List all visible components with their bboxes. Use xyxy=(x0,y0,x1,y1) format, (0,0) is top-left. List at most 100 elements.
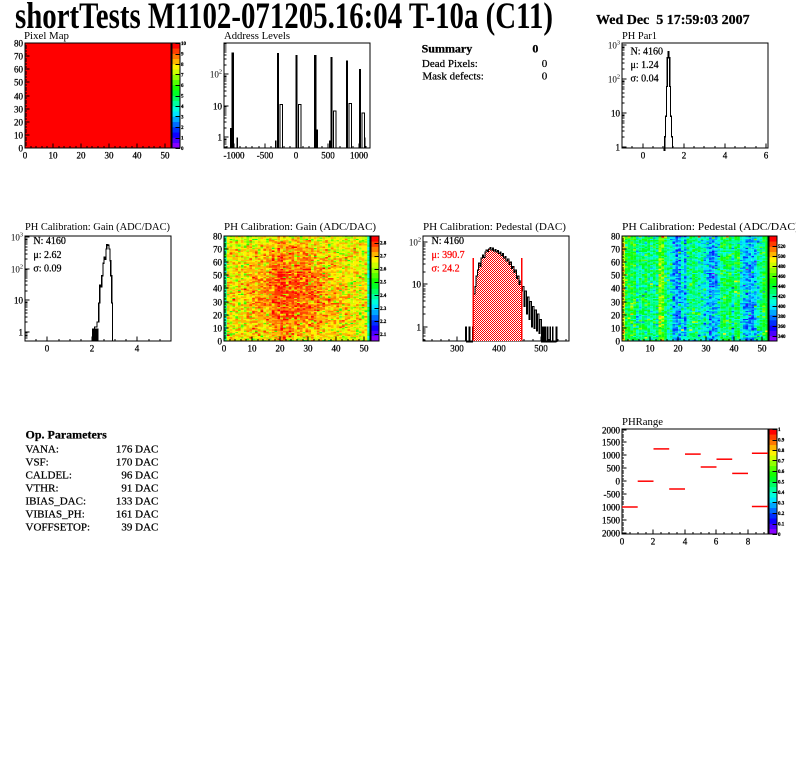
svg-text:2.5: 2.5 xyxy=(380,281,387,286)
svg-text:0.2: 0.2 xyxy=(778,512,785,517)
svg-text:176 DAC: 176 DAC xyxy=(116,444,158,456)
svg-text:2.1: 2.1 xyxy=(380,333,387,338)
svg-text:50: 50 xyxy=(213,271,223,281)
svg-text:PH Calibration: Gain (ADC/DAC): PH Calibration: Gain (ADC/DAC) xyxy=(25,222,170,233)
svg-text:1: 1 xyxy=(181,136,184,141)
svg-text:VANA:: VANA: xyxy=(26,444,59,456)
svg-text:70: 70 xyxy=(213,245,223,255)
svg-text:CALDEL:: CALDEL: xyxy=(26,470,72,482)
svg-text:500: 500 xyxy=(534,344,548,354)
svg-text:0: 0 xyxy=(620,344,625,354)
svg-text:VOFFSETOP:: VOFFSETOP: xyxy=(26,522,91,534)
svg-text:N: 4160: N: 4160 xyxy=(631,46,664,57)
svg-text:μ: 1.24: μ: 1.24 xyxy=(631,60,659,71)
svg-text:0: 0 xyxy=(532,42,538,56)
svg-text:30: 30 xyxy=(213,298,223,308)
svg-text:80: 80 xyxy=(213,232,223,242)
svg-text:96 DAC: 96 DAC xyxy=(121,470,158,482)
svg-text:10: 10 xyxy=(611,324,621,334)
svg-text:460: 460 xyxy=(778,275,786,280)
svg-text:3: 3 xyxy=(181,115,184,120)
svg-text:30: 30 xyxy=(105,151,115,161)
svg-text:1: 1 xyxy=(778,428,781,433)
svg-text:1: 1 xyxy=(616,143,621,153)
svg-text:7: 7 xyxy=(181,73,184,78)
svg-text:2.6: 2.6 xyxy=(380,268,387,273)
svg-text:520: 520 xyxy=(778,245,786,250)
svg-text:N: 4160: N: 4160 xyxy=(432,236,465,247)
svg-text:20: 20 xyxy=(213,311,223,321)
svg-text:480: 480 xyxy=(778,265,786,270)
svg-text:4: 4 xyxy=(135,344,140,354)
svg-text:420: 420 xyxy=(778,295,786,300)
svg-text:60: 60 xyxy=(213,258,223,268)
svg-text:0: 0 xyxy=(218,337,223,347)
svg-text:Address Levels: Address Levels xyxy=(224,31,290,42)
svg-text:Wed Dec 5 17:59:03 2007: Wed Dec 5 17:59:03 2007 xyxy=(596,13,750,28)
svg-text:PHRange: PHRange xyxy=(622,417,663,428)
svg-text:0: 0 xyxy=(616,337,621,347)
svg-text:6: 6 xyxy=(714,537,719,547)
svg-text:-500: -500 xyxy=(257,151,274,161)
svg-text:0: 0 xyxy=(222,344,227,354)
svg-text:5: 5 xyxy=(181,94,184,99)
svg-text:6: 6 xyxy=(181,84,184,89)
svg-text:-1000: -1000 xyxy=(224,151,245,161)
svg-text:shortTests M1102-071205.16:04: shortTests M1102-071205.16:04 T-10a (C11… xyxy=(15,0,553,37)
svg-text:0: 0 xyxy=(616,477,621,487)
svg-text:1: 1 xyxy=(218,133,223,143)
svg-text:0.1: 0.1 xyxy=(778,522,785,527)
svg-text:PH Calibration: Gain (ADC/DAC): PH Calibration: Gain (ADC/DAC) xyxy=(224,222,376,233)
svg-text:2: 2 xyxy=(90,344,95,354)
svg-text:2.2: 2.2 xyxy=(380,320,387,325)
svg-text:50: 50 xyxy=(758,344,768,354)
svg-text:PH Par1: PH Par1 xyxy=(622,31,657,42)
svg-text:μ: 390.7: μ: 390.7 xyxy=(432,250,465,261)
svg-text:30: 30 xyxy=(702,344,712,354)
svg-text:10: 10 xyxy=(213,324,223,334)
svg-text:Dead Pixels:: Dead Pixels: xyxy=(422,58,478,70)
svg-text:2.7: 2.7 xyxy=(380,254,387,259)
svg-text:2.8: 2.8 xyxy=(380,241,387,246)
svg-text:0: 0 xyxy=(45,344,50,354)
svg-text:20: 20 xyxy=(77,151,87,161)
svg-text:8: 8 xyxy=(746,537,751,547)
svg-text:0.3: 0.3 xyxy=(778,501,785,506)
svg-text:50: 50 xyxy=(360,344,370,354)
svg-text:4: 4 xyxy=(181,105,184,110)
svg-text:1000: 1000 xyxy=(602,503,621,513)
svg-text:60: 60 xyxy=(611,258,621,268)
svg-text:50: 50 xyxy=(14,78,24,88)
svg-text:0: 0 xyxy=(294,151,299,161)
svg-text:10: 10 xyxy=(14,296,24,306)
svg-text:N: 4160: N: 4160 xyxy=(33,236,66,247)
svg-text:PH Calibration: Pedestal (DAC): PH Calibration: Pedestal (DAC) xyxy=(423,222,566,233)
svg-text:80: 80 xyxy=(14,39,24,49)
svg-text:0: 0 xyxy=(19,144,24,154)
svg-text:1: 1 xyxy=(19,328,24,338)
svg-text:6: 6 xyxy=(764,151,769,161)
svg-text:10: 10 xyxy=(412,280,422,290)
svg-text:10: 10 xyxy=(248,344,258,354)
svg-text:IBIAS_DAC:: IBIAS_DAC: xyxy=(26,496,87,508)
svg-text:40: 40 xyxy=(213,284,223,294)
svg-text:400: 400 xyxy=(492,344,506,354)
svg-text:PH Calibration: Pedestal (ADC/: PH Calibration: Pedestal (ADC/DAC) xyxy=(622,222,796,233)
svg-text:0.8: 0.8 xyxy=(778,449,785,454)
svg-text:40: 40 xyxy=(14,92,24,102)
svg-text:102: 102 xyxy=(11,264,23,275)
svg-text:70: 70 xyxy=(611,245,621,255)
svg-text:133 DAC: 133 DAC xyxy=(116,496,158,508)
svg-text:30: 30 xyxy=(304,344,314,354)
svg-text:10: 10 xyxy=(49,151,59,161)
svg-text:40: 40 xyxy=(133,151,143,161)
svg-text:VSF:: VSF: xyxy=(26,457,49,469)
svg-text:102: 102 xyxy=(409,237,421,248)
svg-text:20: 20 xyxy=(276,344,286,354)
svg-text:2: 2 xyxy=(651,537,656,547)
svg-text:10: 10 xyxy=(611,109,621,119)
svg-text:20: 20 xyxy=(674,344,684,354)
svg-text:70: 70 xyxy=(14,52,24,62)
svg-text:50: 50 xyxy=(161,151,171,161)
svg-text:2.3: 2.3 xyxy=(380,307,387,312)
